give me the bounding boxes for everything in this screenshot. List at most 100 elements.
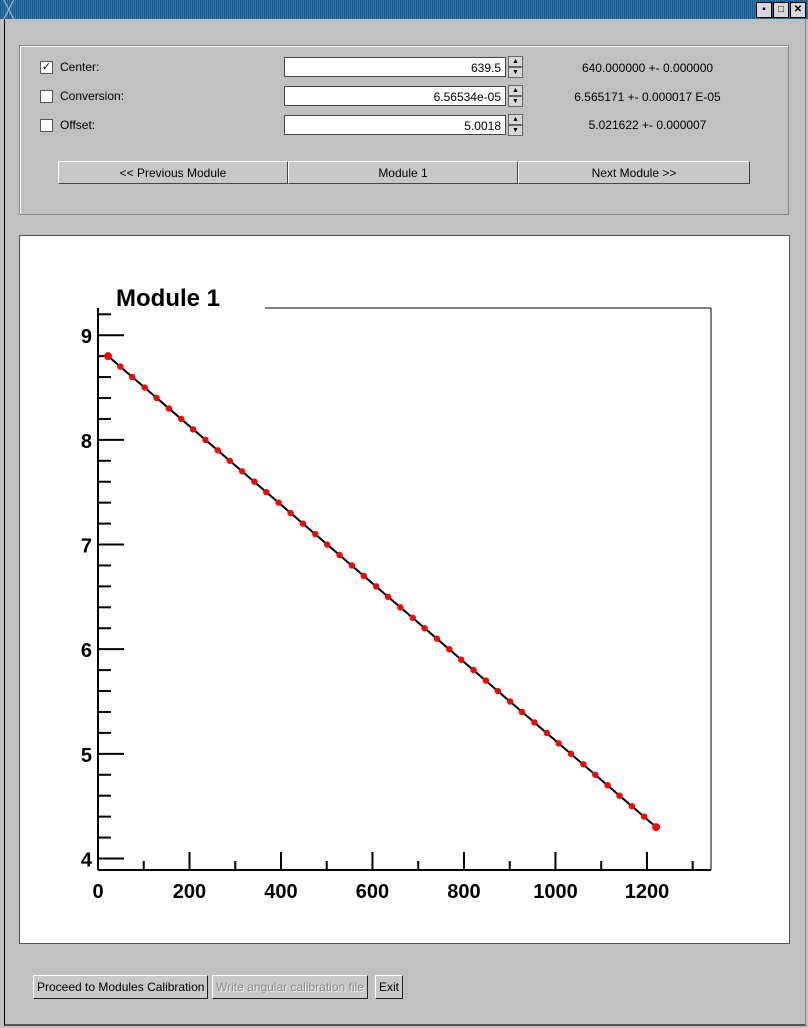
data-point xyxy=(312,530,319,538)
offset-input[interactable]: 5.0018 xyxy=(284,115,506,135)
exit-button[interactable]: Exit xyxy=(375,975,404,999)
data-point xyxy=(372,583,380,590)
x-logo-icon: ╳ xyxy=(4,2,14,19)
calibration-plot: Module 1 0 200 400 600 800 1000 1200 4 5 6 7 8 9 xyxy=(81,285,712,903)
center-checkbox[interactable]: ✓ xyxy=(40,60,53,74)
data-point xyxy=(421,625,428,632)
data-point xyxy=(494,687,502,695)
x-tick-label: 400 xyxy=(264,881,297,903)
conversion-checkbox[interactable] xyxy=(40,89,53,103)
y-tick-label: 5 xyxy=(81,745,92,767)
x-tick-label: 200 xyxy=(173,881,206,903)
data-point xyxy=(518,708,526,716)
data-point xyxy=(141,384,148,391)
offset-checkbox[interactable] xyxy=(40,118,53,132)
spin-down-icon[interactable]: ▼ xyxy=(508,96,523,107)
data-point xyxy=(287,509,294,517)
y-tick-label: 6 xyxy=(81,640,92,662)
spin-up-icon[interactable]: ▲ xyxy=(508,114,523,125)
data-point xyxy=(604,782,611,789)
data-point xyxy=(129,373,136,381)
conversion-result: 6.565171 +- 0.000017 E-05 xyxy=(574,90,721,104)
data-point xyxy=(165,405,173,412)
next-module-button[interactable]: Next Module >> xyxy=(518,161,750,184)
offset-result: 5.021622 +- 0.000007 xyxy=(588,118,707,132)
minimize-button[interactable]: ▪ xyxy=(756,2,772,18)
conversion-input[interactable]: 6.56534e-05 xyxy=(284,86,506,106)
x-tick-label: 600 xyxy=(356,881,389,903)
y-tick-label: 9 xyxy=(81,326,92,348)
conversion-label: Conversion: xyxy=(60,89,125,103)
data-point xyxy=(433,635,441,642)
data-point xyxy=(652,823,661,832)
previous-module-button[interactable]: << Previous Module xyxy=(58,161,288,184)
data-point xyxy=(409,614,416,621)
parameters-group xyxy=(19,45,789,215)
data-point xyxy=(226,457,233,464)
center-label: Center: xyxy=(60,60,100,74)
data-point xyxy=(360,572,367,580)
data-point xyxy=(275,499,282,506)
spin-down-icon[interactable]: ▼ xyxy=(508,125,523,136)
data-point xyxy=(543,729,550,737)
data-point xyxy=(189,426,197,433)
center-input[interactable]: 639.5 xyxy=(284,57,506,77)
data-point xyxy=(348,562,356,569)
data-point xyxy=(299,520,307,527)
data-point xyxy=(202,436,209,444)
data-point xyxy=(104,352,113,361)
write-calibration-file-button[interactable]: Write angular calibration file xyxy=(212,975,368,999)
data-point xyxy=(117,363,124,370)
spin-down-icon[interactable]: ▼ xyxy=(508,67,523,78)
data-point xyxy=(238,468,246,475)
center-result: 640.000000 +- 0.000000 xyxy=(581,61,714,75)
x-tick-label: 0 xyxy=(92,881,103,903)
main-window xyxy=(4,19,806,1026)
data-point xyxy=(397,604,404,611)
offset-label: Offset: xyxy=(60,118,96,132)
current-module-button[interactable]: Module 1 xyxy=(288,161,518,184)
data-point xyxy=(263,488,270,496)
offset-row: Offset: xyxy=(40,114,95,136)
data-point xyxy=(628,802,636,810)
data-point xyxy=(592,771,599,778)
data-point xyxy=(580,761,587,768)
y-tick-label: 8 xyxy=(81,431,92,453)
spin-up-icon[interactable]: ▲ xyxy=(508,56,523,67)
data-point xyxy=(567,750,575,758)
data-point xyxy=(506,698,514,705)
title-bar: ╳ ▪ □ ✕ xyxy=(0,0,808,19)
conversion-spinner[interactable]: ▲ ▼ xyxy=(508,85,523,107)
conversion-row: Conversion: xyxy=(40,85,124,107)
chart-title: Module 1 xyxy=(116,285,220,312)
center-row: ✓ Center: xyxy=(40,56,99,78)
data-point xyxy=(641,813,648,820)
data-point xyxy=(482,677,490,684)
maximize-button[interactable]: □ xyxy=(773,2,789,18)
data-point xyxy=(178,415,185,423)
data-point xyxy=(384,593,392,601)
data-point xyxy=(214,447,222,454)
fit-line xyxy=(107,355,657,828)
data-point xyxy=(531,719,538,726)
center-spinner[interactable]: ▲ ▼ xyxy=(508,56,523,78)
spin-up-icon[interactable]: ▲ xyxy=(508,85,523,96)
data-point xyxy=(458,656,465,663)
data-point xyxy=(446,645,453,653)
y-tick-label: 4 xyxy=(81,849,93,871)
x-tick-label: 1200 xyxy=(625,881,670,903)
data-point xyxy=(153,394,160,402)
x-tick-label: 1000 xyxy=(533,881,578,903)
x-tick-label: 800 xyxy=(447,881,480,903)
data-point xyxy=(555,740,562,747)
data-point xyxy=(470,666,477,674)
plot-canvas[interactable]: Module 1 0 200 400 600 800 1000 1200 4 5 6 7 8 9 xyxy=(19,235,790,944)
y-tick-label: 7 xyxy=(81,536,92,558)
data-point xyxy=(336,551,343,559)
offset-spinner[interactable]: ▲ ▼ xyxy=(508,114,523,136)
data-point xyxy=(323,541,331,548)
data-point xyxy=(616,792,623,799)
data-point xyxy=(251,478,258,485)
proceed-calibration-button[interactable]: Proceed to Modules Calibration xyxy=(33,975,209,999)
close-button[interactable]: ✕ xyxy=(790,2,806,18)
